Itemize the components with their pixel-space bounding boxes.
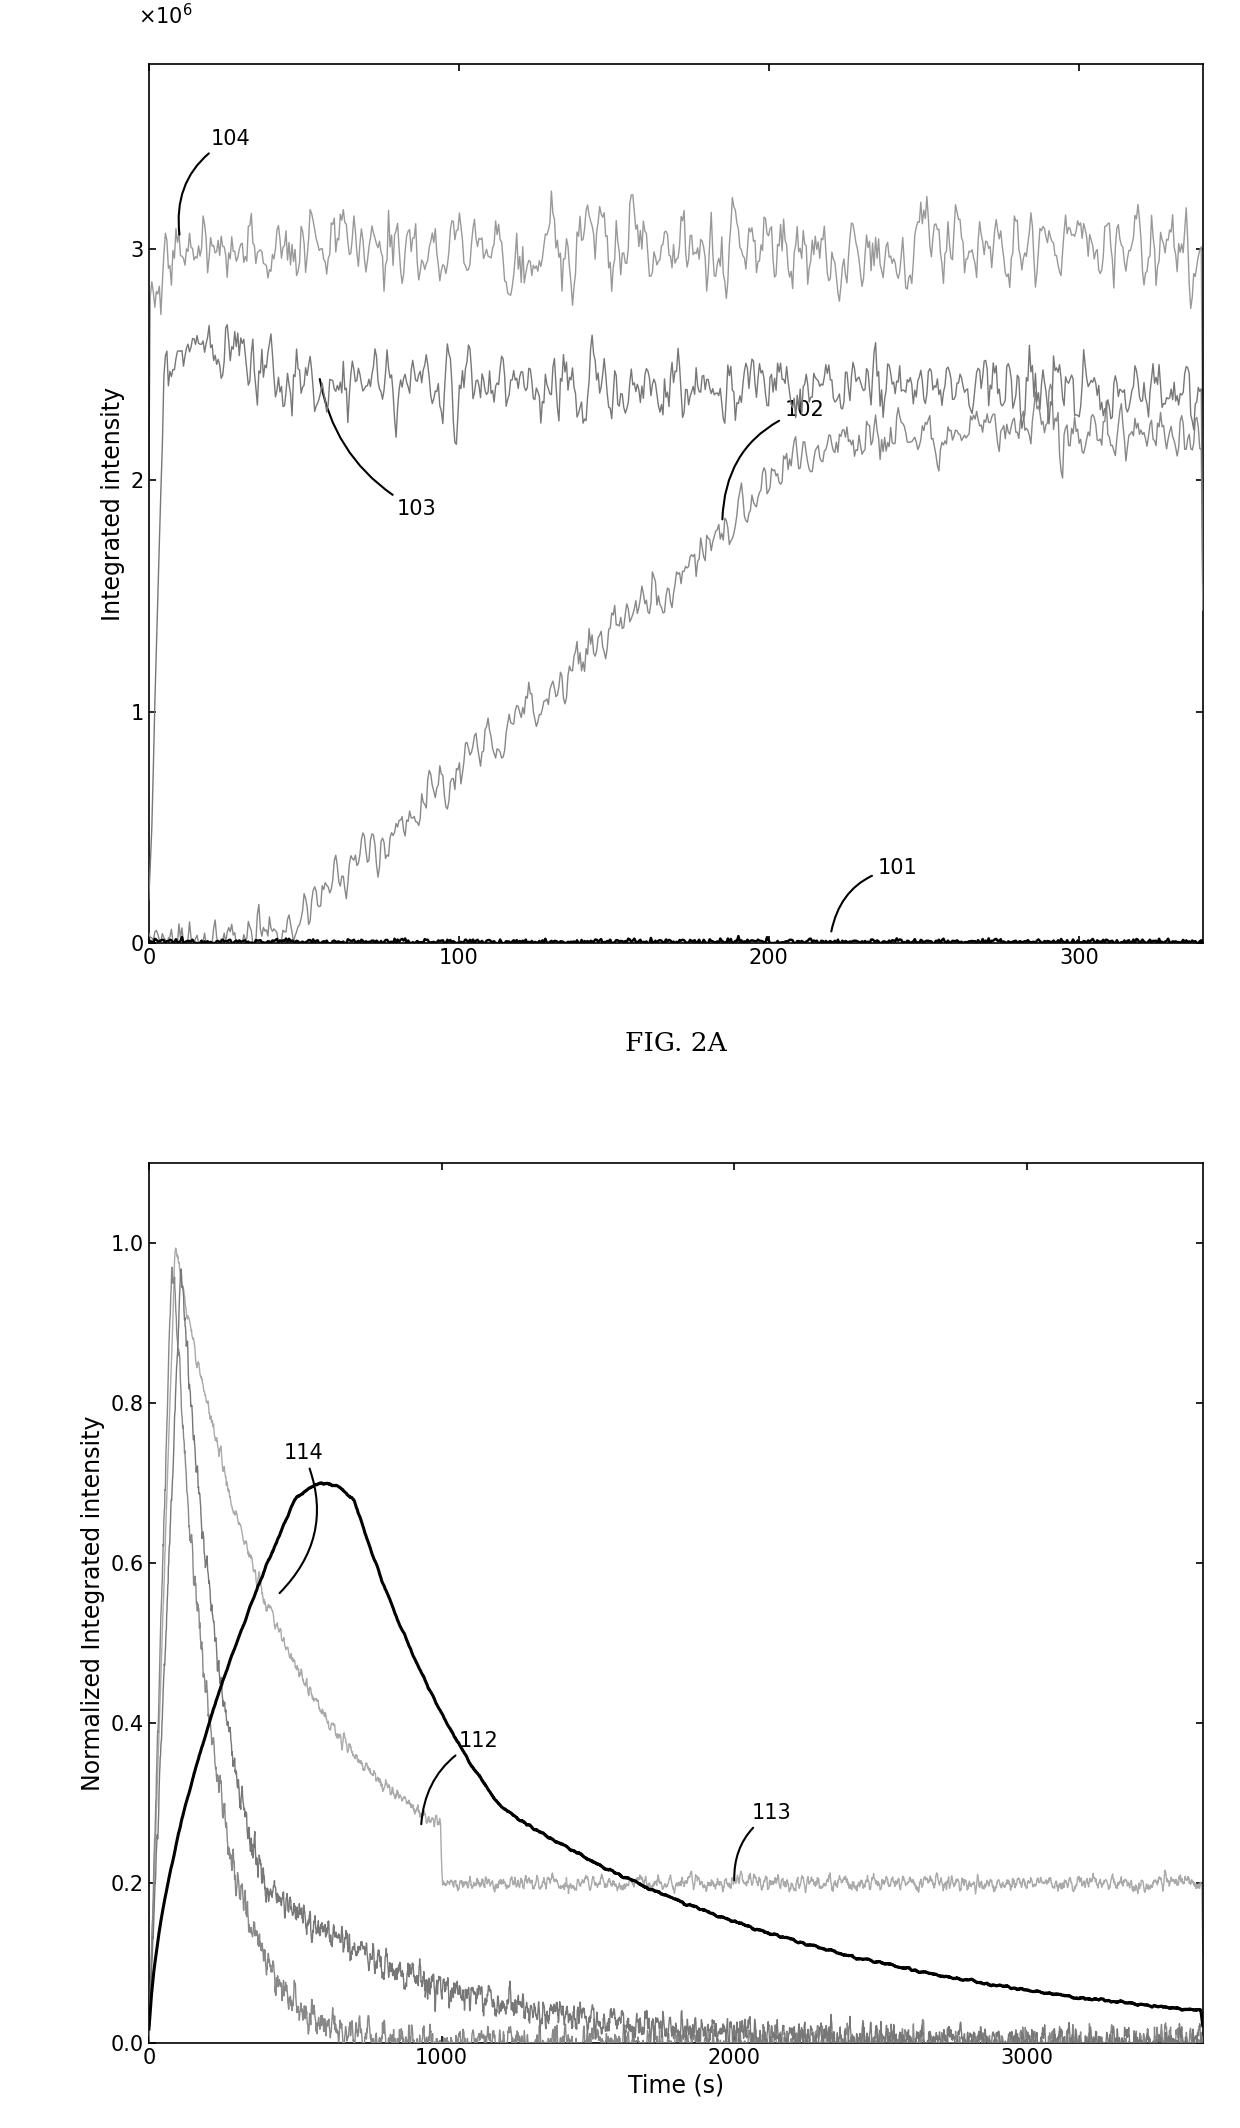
Y-axis label: Integrated intensity: Integrated intensity <box>102 387 125 621</box>
Text: 101: 101 <box>831 858 918 932</box>
Text: 102: 102 <box>723 400 825 519</box>
Text: 104: 104 <box>179 130 250 234</box>
Text: FIG. 2A: FIG. 2A <box>625 1032 727 1055</box>
Y-axis label: Normalized Integrated intensity: Normalized Integrated intensity <box>81 1415 105 1792</box>
Text: 112: 112 <box>422 1730 498 1824</box>
Text: 103: 103 <box>320 379 436 519</box>
Text: $\times 10^6$: $\times 10^6$ <box>138 4 193 28</box>
X-axis label: Time (s): Time (s) <box>627 2073 724 2098</box>
Text: 113: 113 <box>734 1802 791 1881</box>
Text: 114: 114 <box>279 1443 324 1594</box>
